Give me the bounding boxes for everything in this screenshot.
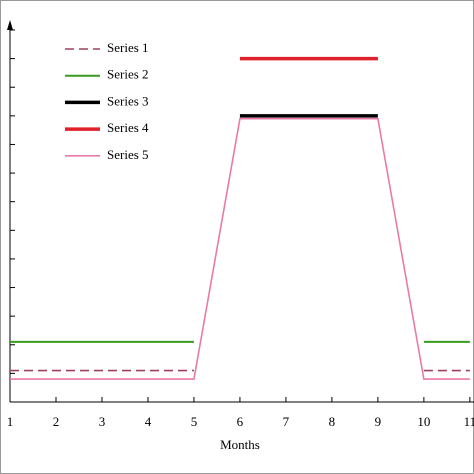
y-axis-arrow xyxy=(7,20,13,30)
x-tick-label: 1 xyxy=(7,414,14,429)
x-tick-label: 7 xyxy=(283,414,290,429)
legend-label: Series 3 xyxy=(107,93,149,108)
x-tick-label: 8 xyxy=(329,414,336,429)
x-tick-label: 6 xyxy=(237,414,244,429)
legend-label: Series 5 xyxy=(107,147,149,162)
x-axis-label: Months xyxy=(220,437,260,452)
x-tick-label: 9 xyxy=(375,414,382,429)
legend-label: Series 4 xyxy=(107,120,149,135)
x-tick-label: 2 xyxy=(53,414,60,429)
legend-label: Series 1 xyxy=(107,40,149,55)
plot-area xyxy=(10,56,470,380)
x-tick-label: 11 xyxy=(464,414,474,429)
x-tick-label: 5 xyxy=(191,414,198,429)
x-tick-label: 3 xyxy=(99,414,106,429)
series-line xyxy=(10,117,470,380)
legend-label: Series 2 xyxy=(107,67,149,82)
x-tick-label: 10 xyxy=(417,414,430,429)
x-tick-label: 4 xyxy=(145,414,152,429)
